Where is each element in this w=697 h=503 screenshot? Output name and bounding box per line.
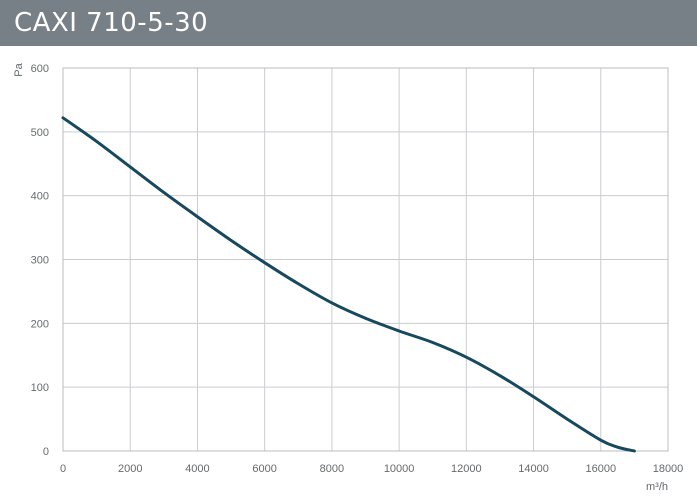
x-tick-label-4: 8000: [320, 463, 344, 475]
x-tick-label-8: 16000: [585, 463, 616, 475]
plot-border: [62, 67, 669, 452]
y-axis-label: Pa: [13, 62, 25, 76]
fan-curve-chart: 0 2000 4000 6000 8000 10000 12000 14000 16000 180…: [13, 62, 683, 493]
y-tick-label-5: 500: [31, 127, 49, 139]
x-tick-label-6: 12000: [451, 463, 482, 475]
grid: [62, 67, 669, 452]
x-tick-label-0: 0: [60, 463, 66, 475]
plot-frame: [62, 67, 669, 452]
x-tick-label-2: 4000: [185, 463, 209, 475]
series-layer: [61, 116, 636, 453]
series-line-0: [61, 116, 636, 453]
y-axis-ticks: 0 100 200 300 400 500 600: [31, 63, 49, 458]
x-tick-label-9: 18000: [653, 463, 684, 475]
y-tick-label-4: 400: [31, 191, 49, 203]
x-tick-label-5: 10000: [384, 463, 415, 475]
chart-title: CAXI 710-5-30: [14, 8, 209, 38]
x-axis-label: m³/h: [646, 481, 668, 493]
y-tick-label-1: 100: [31, 382, 49, 394]
x-tick-label-3: 6000: [252, 463, 276, 475]
y-tick-label-3: 300: [31, 255, 49, 267]
x-tick-label-7: 14000: [518, 463, 549, 475]
y-tick-label-2: 200: [31, 318, 49, 330]
y-tick-label-6: 600: [31, 63, 49, 75]
y-tick-label-0: 0: [43, 446, 49, 458]
x-tick-label-1: 2000: [118, 463, 142, 475]
x-axis-ticks: 0 2000 4000 6000 8000 10000 12000 14000 16000 180…: [60, 463, 683, 475]
title-bar: CAXI 710-5-30: [0, 0, 697, 46]
